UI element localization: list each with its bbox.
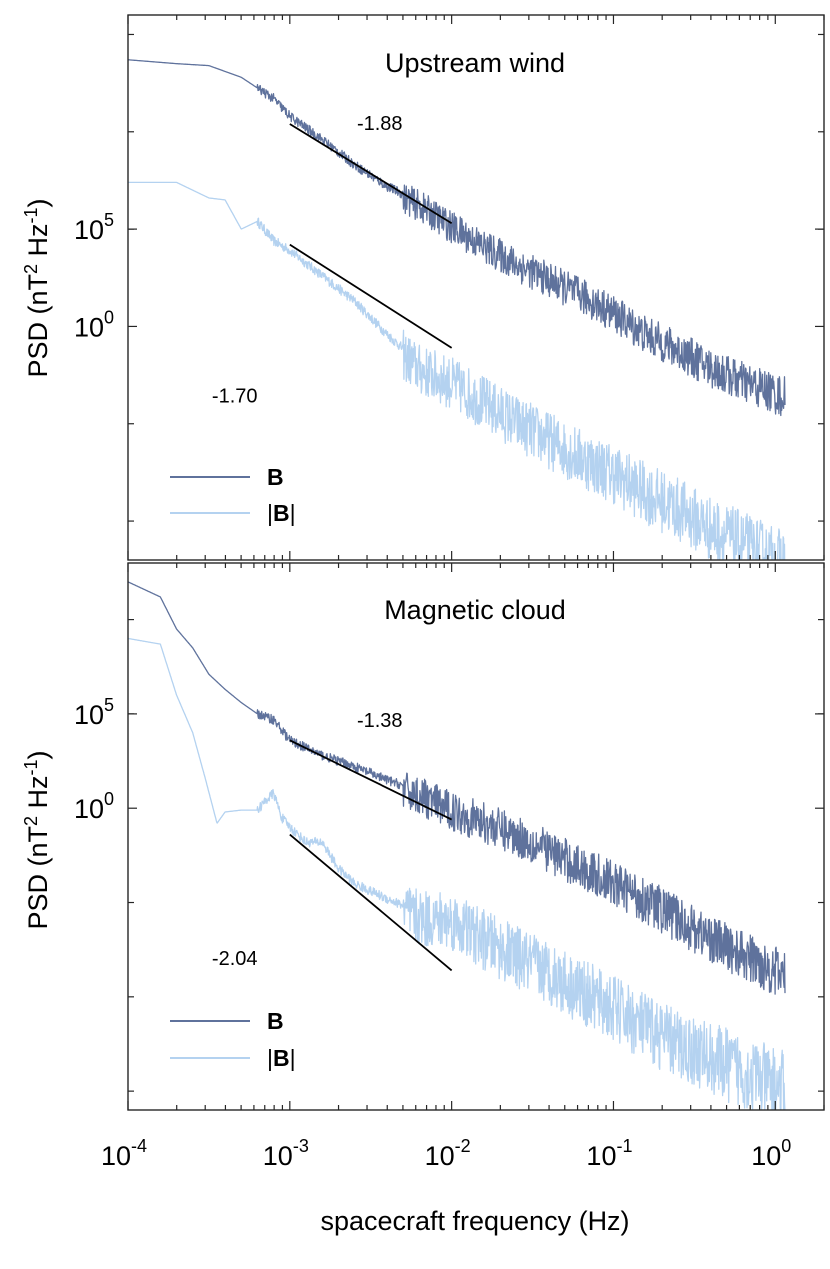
x-tick-label: 10-4 <box>101 1136 147 1171</box>
fit-line-1 <box>289 243 453 349</box>
slope-label-0: -1.38 <box>357 710 403 732</box>
x-tick-labels: 10-4 10-3 10-2 10-1 100 <box>101 1136 791 1171</box>
x-tick-label: 100 <box>751 1136 791 1171</box>
fit-line-0 <box>289 739 453 821</box>
series-line-absB <box>128 637 786 1110</box>
y-axis-label: PSD (nT2 Hz-1) <box>21 198 53 377</box>
legend: B |B| <box>170 464 296 526</box>
x-axis-label: spacecraft frequency (Hz) <box>320 1206 629 1236</box>
panel-upstream-wind: -1.88 -1.70 105 100 Upstream wind PSD (nT2… <box>21 14 825 561</box>
series-line-absB <box>128 181 786 560</box>
legend: B |B| <box>170 1008 296 1071</box>
y-tick-label: 105 <box>74 695 114 730</box>
axes-frame <box>127 562 825 1111</box>
fit-line-0 <box>289 123 453 225</box>
panel-title: Upstream wind <box>385 48 565 78</box>
x-tick-label: 10-1 <box>586 1136 632 1171</box>
slope-label-1: -2.04 <box>212 948 258 970</box>
legend-label-B: B <box>267 464 284 490</box>
y-tick-label: 100 <box>74 307 114 342</box>
axes-frame <box>127 14 825 561</box>
panel-magnetic-cloud: -1.38 -2.04 105 100 Magnetic cloud PSD (nT… <box>21 562 825 1111</box>
panel-title: Magnetic cloud <box>384 595 566 625</box>
x-tick-label: 10-3 <box>263 1136 309 1171</box>
series-line-B <box>128 581 786 995</box>
slope-label-1: -1.70 <box>212 385 258 407</box>
legend-label-B: B <box>267 1008 284 1034</box>
series-line-B <box>128 59 786 417</box>
y-tick-label: 105 <box>74 210 114 245</box>
x-tick-label: 10-2 <box>425 1136 471 1171</box>
fit-line-1 <box>289 833 453 972</box>
y-axis-label: PSD (nT2 Hz-1) <box>21 750 53 929</box>
y-tick-label: 100 <box>74 789 114 824</box>
slope-label-0: -1.88 <box>357 113 403 135</box>
legend-label-absB: |B| <box>267 1045 296 1071</box>
legend-label-absB: |B| <box>267 500 296 526</box>
